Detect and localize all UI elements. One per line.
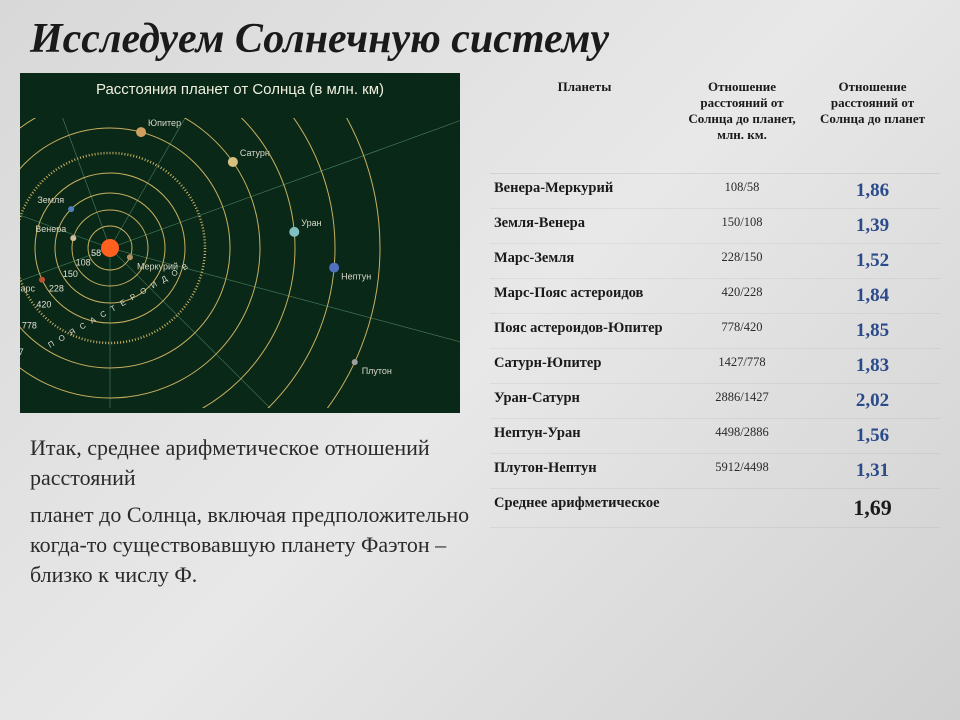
svg-text:1427: 1427 [20,347,24,357]
svg-text:Юпитер: Юпитер [148,118,181,128]
content-area: Расстояния планет от Солнца (в млн. км) … [0,73,960,597]
col-ratio: Отношение расстояний от Солнца до планет [805,73,940,174]
para-1: Итак, среднее арифметическое отношений р… [30,433,480,492]
diagram-title: Расстояния планет от Солнца (в млн. км) [20,73,460,106]
body-text: Итак, среднее арифметическое отношений р… [20,428,490,597]
cell-fraction: 5912/4498 [679,454,805,489]
right-column: Планеты Отношение расстояний от Солнца д… [490,73,940,597]
cell-ratio: 1,84 [805,279,940,314]
cell-ratio: 1,52 [805,244,940,279]
table-row: Уран-Сатурн2886/14272,02 [490,384,940,419]
table-body: Венера-Меркурий108/581,86Земля-Венера150… [490,174,940,528]
svg-text:108: 108 [76,257,91,267]
ratio-table: Планеты Отношение расстояний от Солнца д… [490,73,940,528]
table-row: Марс-Земля228/1501,52 [490,244,940,279]
cell-fraction: 108/58 [679,174,805,209]
cell-fraction: 1427/778 [679,349,805,384]
table-row: Нептун-Уран4498/28861,56 [490,419,940,454]
svg-text:228: 228 [49,283,64,293]
table-header-row: Планеты Отношение расстояний от Солнца д… [490,73,940,174]
cell-fraction: 150/108 [679,209,805,244]
page-title: Исследуем Солнечную систему [0,0,960,73]
cell-pair: Сатурн-Юпитер [490,349,679,384]
svg-text:150: 150 [63,269,78,279]
cell-fraction: 2886/1427 [679,384,805,419]
cell-pair: Нептун-Уран [490,419,679,454]
table-row: Пояс астероидов-Юпитер778/4201,85 [490,314,940,349]
svg-text:Сатурн: Сатурн [240,148,270,158]
cell-ratio: 1,39 [805,209,940,244]
svg-text:Венера: Венера [35,224,66,234]
cell-pair: Плутон-Нептун [490,454,679,489]
svg-text:420: 420 [36,300,51,310]
cell-ratio: 1,86 [805,174,940,209]
cell-ratio: 1,31 [805,454,940,489]
cell-empty [679,489,805,528]
cell-ratio: 1,83 [805,349,940,384]
cell-pair: Земля-Венера [490,209,679,244]
cell-pair: Венера-Меркурий [490,174,679,209]
table-row: Земля-Венера150/1081,39 [490,209,940,244]
cell-pair: Пояс астероидов-Юпитер [490,314,679,349]
col-distances: Отношение расстояний от Солнца до планет… [679,73,805,174]
cell-ratio: 1,85 [805,314,940,349]
svg-text:Уран: Уран [301,218,321,228]
cell-pair: Марс-Земля [490,244,679,279]
col-planets: Планеты [490,73,679,174]
svg-text:58: 58 [91,248,101,258]
table-row: Марс-Пояс астероидов420/2281,84 [490,279,940,314]
cell-avg-value: 1,69 [805,489,940,528]
cell-fraction: 778/420 [679,314,805,349]
para-2: планет до Солнца, включая предположитель… [30,500,480,589]
cell-fraction: 228/150 [679,244,805,279]
table-row-average: Среднее арифметическое 1,69 [490,489,940,528]
svg-text:Плутон: Плутон [362,366,392,376]
solar-system-diagram: Расстояния планет от Солнца (в млн. км) … [20,73,460,413]
orbits-svg: Меркурий58Венера108Земля150Марс228420Юпи… [20,118,460,408]
table-row: Плутон-Нептун5912/44981,31 [490,454,940,489]
table-row: Венера-Меркурий108/581,86 [490,174,940,209]
svg-text:Нептун: Нептун [341,272,371,282]
cell-pair: Марс-Пояс астероидов [490,279,679,314]
svg-text:Земля: Земля [37,195,64,205]
svg-text:778: 778 [22,321,37,331]
cell-pair: Уран-Сатурн [490,384,679,419]
cell-fraction: 420/228 [679,279,805,314]
table-row: Сатурн-Юпитер1427/7781,83 [490,349,940,384]
cell-avg-label: Среднее арифметическое [490,489,679,528]
cell-fraction: 4498/2886 [679,419,805,454]
left-column: Расстояния планет от Солнца (в млн. км) … [20,73,490,597]
svg-text:Марс: Марс [20,284,36,294]
cell-ratio: 2,02 [805,384,940,419]
cell-ratio: 1,56 [805,419,940,454]
